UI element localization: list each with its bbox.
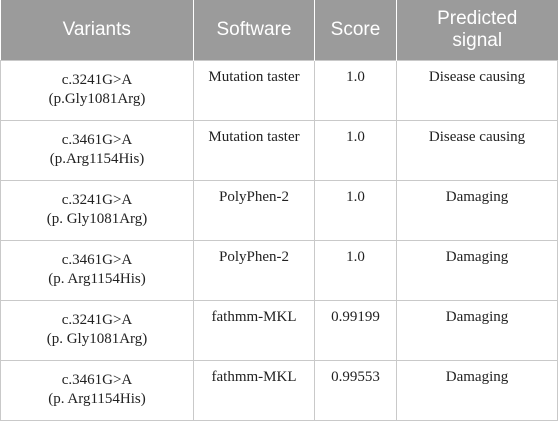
variant-protein: (p. Arg1154His) — [48, 391, 146, 407]
software-cell: Mutation taster — [193, 59, 315, 121]
score-cell: 0.99199 — [314, 299, 397, 361]
table-row: c.3241G>A (p. Gly1081Arg) fathmm-MKL 0.9… — [0, 299, 558, 361]
table-row: c.3241G>A (p. Gly1081Arg) PolyPhen-2 1.0… — [0, 179, 558, 241]
software-cell: PolyPhen-2 — [193, 239, 315, 301]
signal-cell: Damaging — [396, 239, 558, 301]
variant-protein: (p. Gly1081Arg) — [46, 211, 148, 227]
variant-cdna: c.3461G>A — [61, 372, 133, 388]
variant-cell: c.3241G>A (p.Gly1081Arg) — [0, 59, 194, 121]
header-row: Variants Software Score Predicted signal — [0, 0, 558, 60]
variant-cell: c.3461G>A (p. Arg1154His) — [0, 359, 194, 421]
variant-protein: (p. Gly1081Arg) — [46, 331, 148, 347]
variant-cell: c.3461G>A (p. Arg1154His) — [0, 239, 194, 301]
software-cell: Mutation taster — [193, 119, 315, 181]
variant-cdna: c.3241G>A — [61, 72, 133, 88]
signal-cell: Damaging — [396, 179, 558, 241]
score-cell: 1.0 — [314, 179, 397, 241]
signal-cell: Damaging — [396, 299, 558, 361]
header-software: Software — [193, 0, 315, 60]
table-row: c.3461G>A (p.Arg1154His) Mutation taster… — [0, 119, 558, 181]
table-row: c.3461G>A (p. Arg1154His) PolyPhen-2 1.0… — [0, 239, 558, 301]
software-cell: fathmm-MKL — [193, 299, 315, 361]
variant-cell: c.3241G>A (p. Gly1081Arg) — [0, 299, 194, 361]
signal-cell: Disease causing — [396, 119, 558, 181]
header-signal-line2: signal — [452, 29, 503, 51]
header-predicted-signal: Predicted signal — [396, 0, 558, 60]
table-row: c.3241G>A (p.Gly1081Arg) Mutation taster… — [0, 59, 558, 121]
header-score: Score — [314, 0, 397, 60]
table-body: c.3241G>A (p.Gly1081Arg) Mutation taster… — [0, 59, 558, 421]
score-cell: 1.0 — [314, 119, 397, 181]
score-cell: 1.0 — [314, 239, 397, 301]
table-header: Variants Software Score Predicted signal — [0, 0, 558, 60]
variant-protein: (p.Gly1081Arg) — [48, 91, 146, 107]
signal-cell: Disease causing — [396, 59, 558, 121]
variant-cdna: c.3461G>A — [61, 132, 133, 148]
header-variants: Variants — [62, 18, 131, 40]
variant-cdna: c.3461G>A — [61, 252, 133, 268]
score-cell: 0.99553 — [314, 359, 397, 421]
table-row: c.3461G>A (p. Arg1154His) fathmm-MKL 0.9… — [0, 359, 558, 421]
variant-protein: (p. Arg1154His) — [48, 271, 146, 287]
variant-cell: c.3241G>A (p. Gly1081Arg) — [0, 179, 194, 241]
signal-cell: Damaging — [396, 359, 558, 421]
header-signal-line1: Predicted — [437, 7, 518, 29]
software-cell: PolyPhen-2 — [193, 179, 315, 241]
score-cell: 1.0 — [314, 59, 397, 121]
variant-cell: c.3461G>A (p.Arg1154His) — [0, 119, 194, 181]
variant-cdna: c.3241G>A — [61, 192, 133, 208]
variant-cdna: c.3241G>A — [61, 312, 133, 328]
software-cell: fathmm-MKL — [193, 359, 315, 421]
variant-protein: (p.Arg1154His) — [49, 151, 145, 167]
